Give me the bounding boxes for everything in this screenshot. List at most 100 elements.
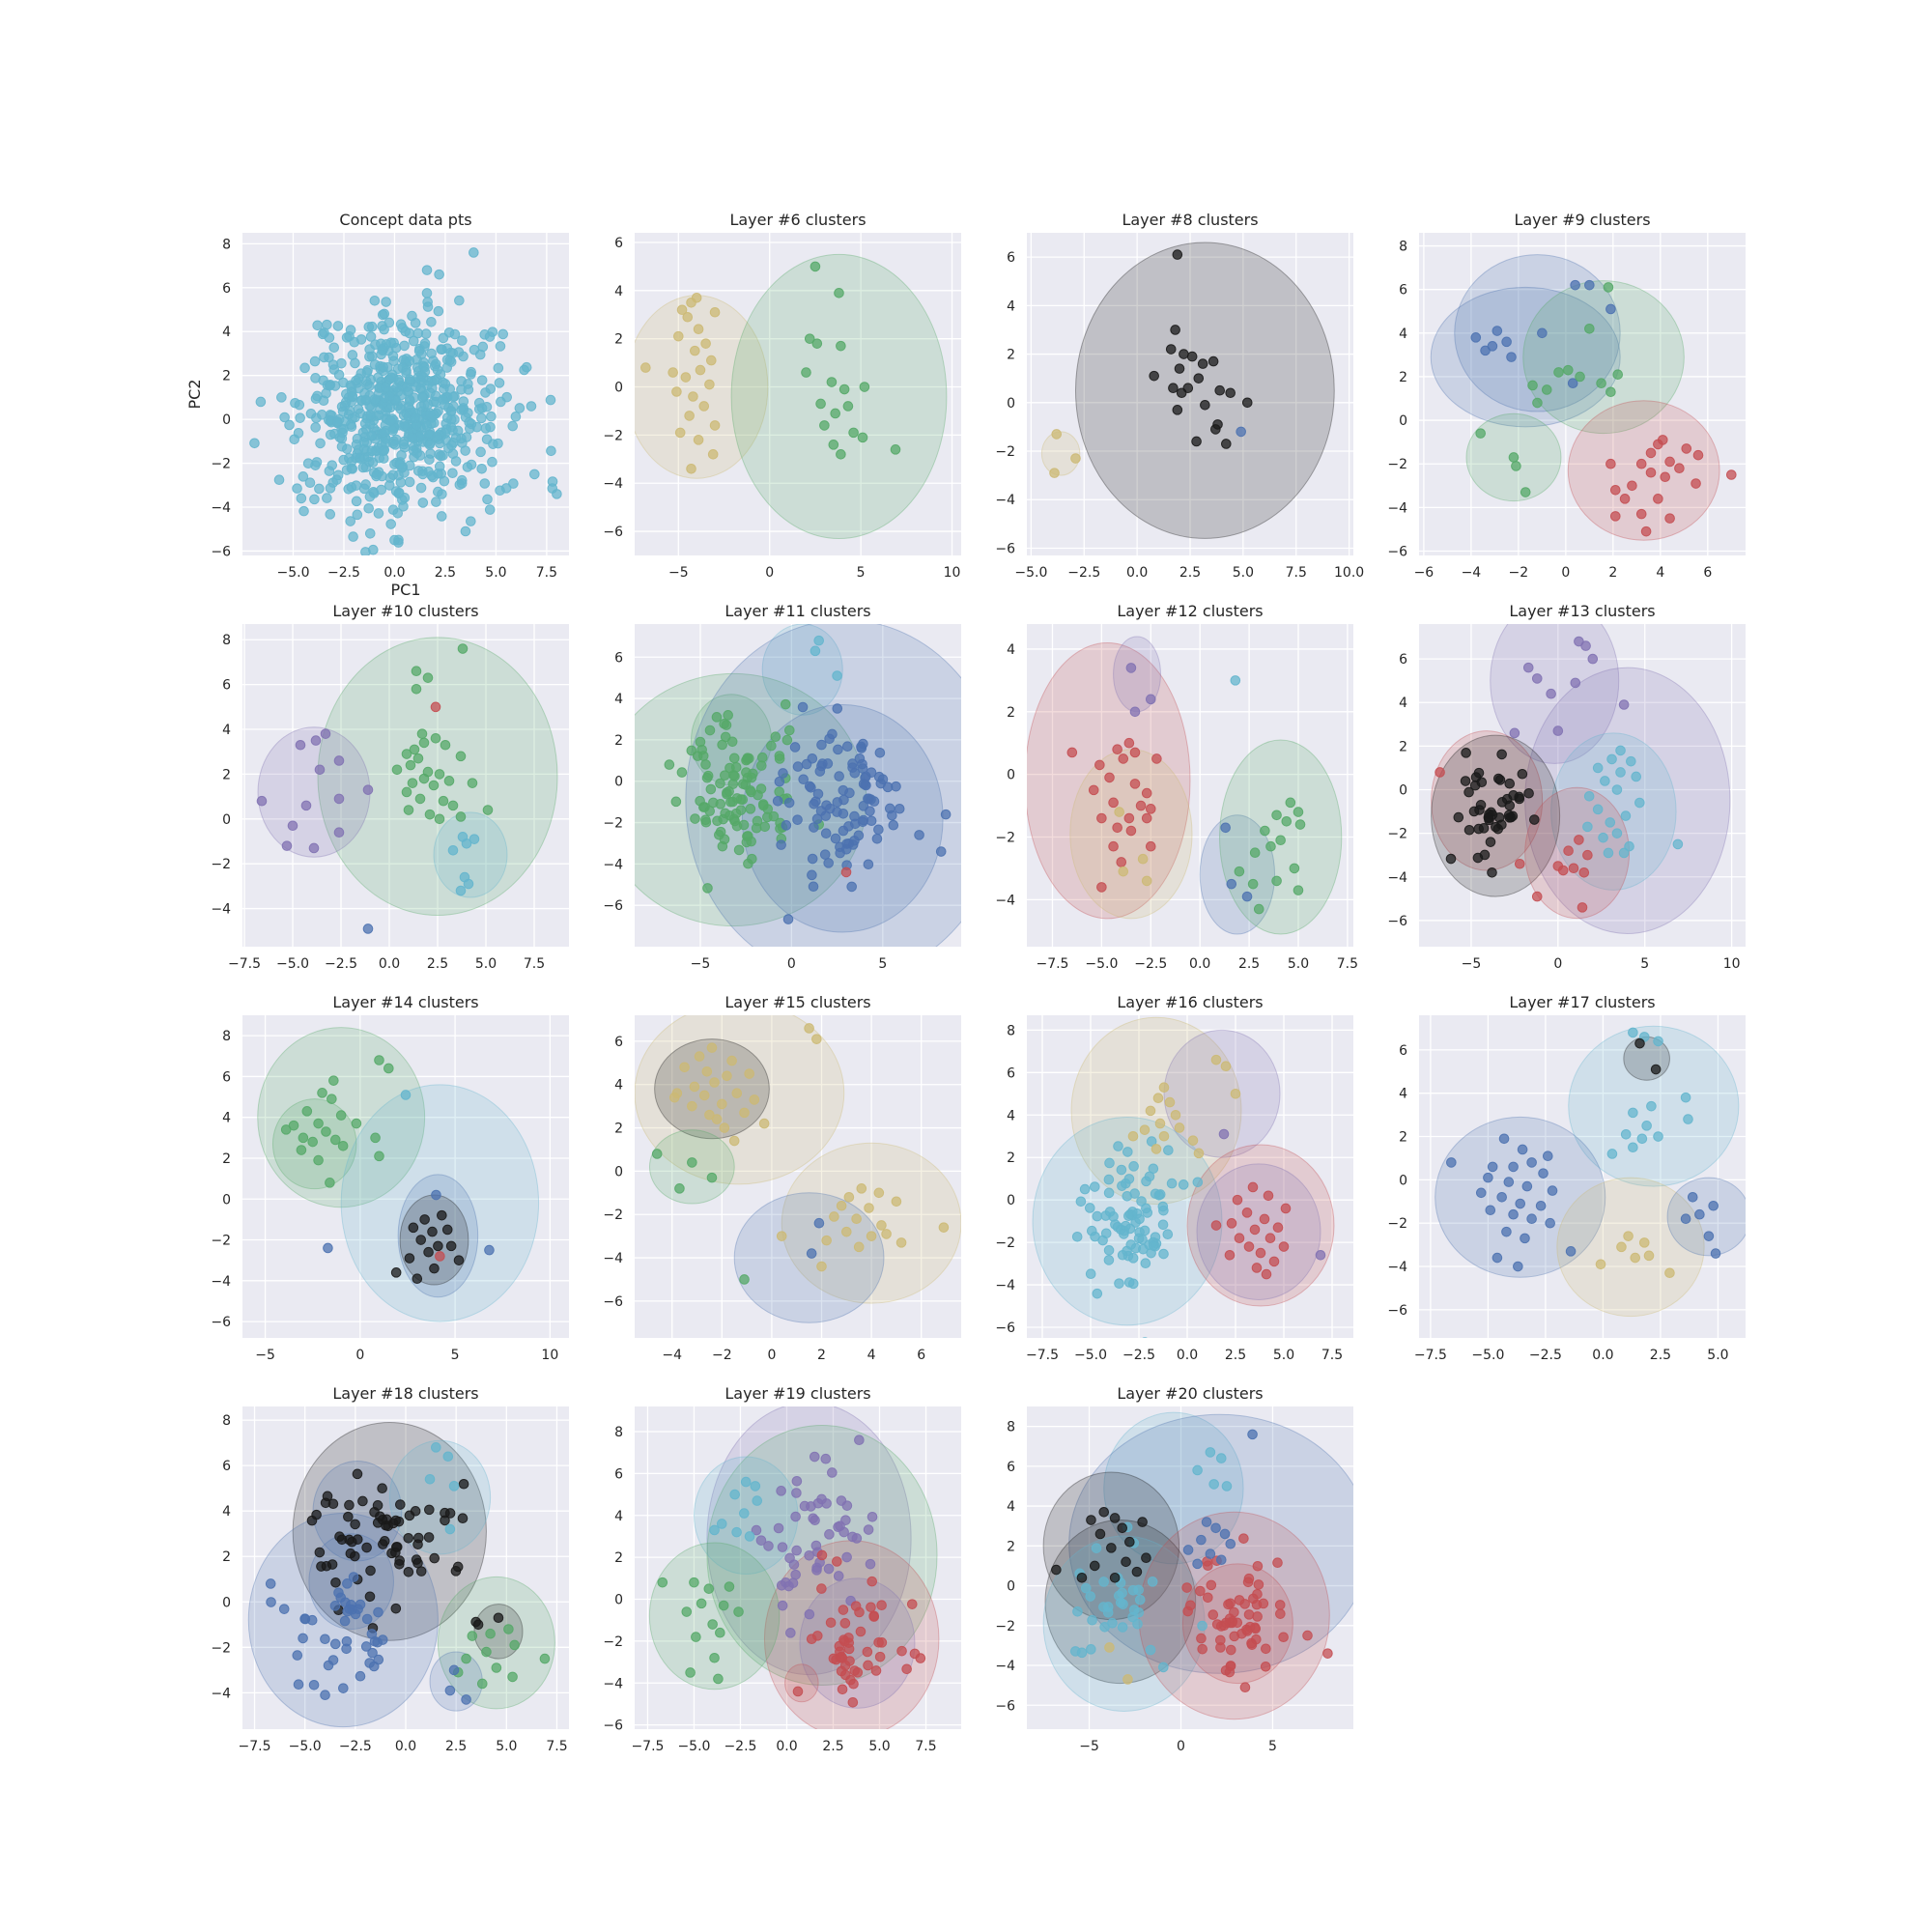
y-tick-label: −2: [995, 444, 1015, 460]
data-point: [1221, 1481, 1233, 1492]
data-point: [687, 1100, 697, 1112]
cluster-ellipse: [635, 1015, 845, 1185]
data-point: [848, 427, 859, 439]
y-tick-label: 2: [222, 767, 231, 782]
y-tick-label: 2: [614, 1550, 623, 1566]
data-point: [1547, 1185, 1558, 1196]
data-point: [792, 761, 804, 772]
data-point: [441, 362, 453, 373]
y-tick-label: −4: [211, 1686, 231, 1701]
data-point: [322, 493, 332, 503]
data-point: [491, 1662, 502, 1673]
data-point: [1103, 1174, 1115, 1185]
data-point: [679, 1062, 690, 1073]
data-point: [407, 432, 417, 443]
data-point: [366, 1629, 378, 1639]
data-point: [1260, 1661, 1271, 1672]
data-point: [1133, 1233, 1145, 1244]
data-point: [862, 1646, 873, 1658]
data-point: [1280, 1203, 1292, 1214]
x-tick-label: 0: [767, 1348, 776, 1363]
data-point: [298, 1132, 309, 1144]
plot-area: [1027, 1406, 1353, 1729]
data-point: [481, 401, 493, 412]
plot-marks: [635, 253, 948, 540]
data-point: [1261, 1268, 1272, 1280]
data-point: [1567, 378, 1578, 389]
y-tick-label: 2: [1007, 1151, 1015, 1166]
data-point: [717, 1098, 727, 1110]
data-point: [1492, 773, 1504, 784]
data-point: [438, 795, 449, 807]
data-point: [791, 1545, 802, 1556]
data-point: [1121, 1556, 1131, 1568]
x-tick-label: 5: [857, 565, 866, 581]
data-point: [453, 347, 465, 357]
data-point: [396, 449, 407, 461]
x-tick-label: 0.0: [395, 1739, 416, 1754]
data-point: [333, 369, 345, 381]
data-point: [1117, 1522, 1128, 1534]
data-point: [364, 381, 375, 391]
plot-area: [1419, 233, 1746, 555]
x-tick-label: −5.0: [289, 1739, 322, 1754]
data-point: [824, 1529, 835, 1540]
data-point: [1205, 1447, 1216, 1458]
data-point: [1129, 747, 1141, 758]
data-point: [689, 1577, 699, 1588]
data-point: [331, 415, 343, 427]
data-point: [1103, 1245, 1115, 1256]
data-point: [1158, 1082, 1170, 1094]
data-point: [1241, 891, 1253, 902]
data-point: [1592, 762, 1604, 774]
data-point: [864, 1203, 874, 1213]
data-point: [1461, 748, 1471, 758]
data-point: [733, 1606, 744, 1617]
data-point: [1123, 1210, 1134, 1222]
data-point: [476, 463, 488, 474]
data-point: [728, 753, 740, 764]
data-point: [819, 420, 830, 431]
data-point: [431, 1189, 441, 1201]
data-point: [823, 1563, 835, 1575]
plot-marks: [1431, 624, 1731, 934]
data-point: [1225, 387, 1236, 399]
data-point: [751, 1524, 762, 1536]
y-tick-label: 4: [1007, 1499, 1015, 1515]
data-point: [434, 461, 445, 472]
data-point: [1483, 811, 1494, 823]
data-point: [371, 470, 382, 482]
x-tick-label: −7.5: [1036, 956, 1068, 972]
data-point: [1099, 1622, 1110, 1633]
data-point: [347, 390, 358, 402]
y-tick-label: 4: [1399, 696, 1407, 711]
data-point: [306, 1515, 318, 1526]
data-point: [295, 739, 306, 751]
data-point: [709, 420, 721, 431]
data-point: [342, 1605, 354, 1617]
data-point: [693, 324, 704, 335]
data-point: [365, 331, 377, 342]
data-point: [1094, 1528, 1106, 1540]
data-point: [828, 440, 839, 450]
data-point: [412, 1557, 423, 1569]
data-point: [433, 305, 444, 317]
data-point: [1634, 797, 1645, 809]
data-point: [724, 1581, 735, 1592]
data-point: [1694, 1208, 1705, 1220]
data-point: [821, 1498, 832, 1509]
data-point: [812, 788, 824, 800]
data-point: [342, 1578, 353, 1589]
data-point: [413, 345, 425, 356]
y-axis-label: PC2: [185, 380, 204, 410]
x-tick-label: −7.5: [228, 956, 261, 972]
data-point: [408, 445, 419, 456]
data-point: [772, 795, 783, 807]
data-point: [1098, 1577, 1109, 1587]
data-point: [1208, 355, 1219, 367]
data-point: [355, 1670, 366, 1682]
data-point: [822, 758, 834, 769]
data-point: [391, 1542, 402, 1552]
plot-marks: [1430, 254, 1737, 541]
x-tick-label: 5.0: [1273, 1348, 1294, 1363]
